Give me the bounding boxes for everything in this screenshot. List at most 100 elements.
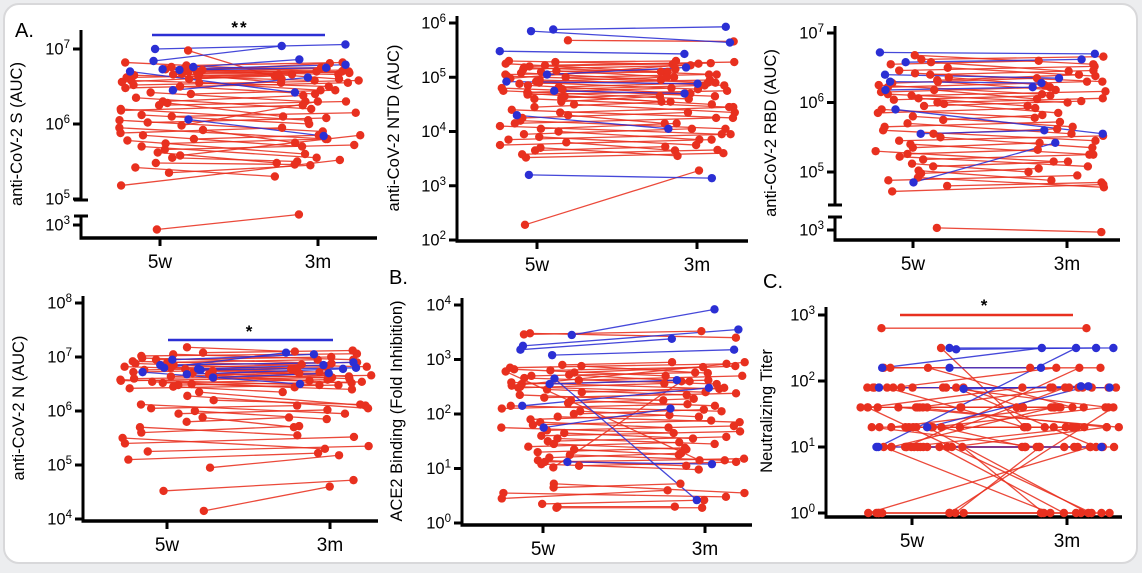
data-point-red bbox=[349, 432, 359, 442]
pair-line-blue bbox=[520, 338, 672, 351]
pair-line-red bbox=[162, 94, 304, 103]
x-category-label: 5w bbox=[900, 531, 925, 552]
data-point-blue bbox=[539, 423, 548, 432]
data-point-red bbox=[1080, 423, 1089, 432]
data-point-red bbox=[1052, 363, 1061, 372]
data-point-red bbox=[290, 138, 300, 147]
pair-line-blue bbox=[188, 118, 324, 137]
data-point-red bbox=[552, 66, 561, 75]
data-point-red bbox=[935, 442, 944, 452]
data-point-red bbox=[871, 146, 880, 156]
data-point-blue bbox=[526, 26, 536, 36]
data-point-red bbox=[183, 46, 193, 55]
pair-line-red bbox=[505, 370, 700, 461]
data-point-blue bbox=[1105, 383, 1114, 392]
data-point-red bbox=[903, 119, 912, 128]
data-point-red bbox=[152, 225, 162, 234]
data-point-red bbox=[667, 83, 676, 93]
data-point-red bbox=[667, 358, 677, 367]
data-point-red bbox=[1076, 508, 1086, 518]
data-point-red bbox=[878, 126, 888, 135]
data-point-red bbox=[671, 64, 680, 74]
data-point-red bbox=[520, 220, 530, 230]
data-point-blue bbox=[885, 77, 895, 86]
data-point-blue bbox=[1076, 382, 1086, 391]
data-point-red bbox=[121, 58, 130, 67]
data-point-red bbox=[577, 361, 586, 371]
panel-ntd: 106 105 104 103 102 5w 3m anti-CoV-2 NTD (AUC) bbox=[385, 13, 748, 276]
x-category-label: 3m bbox=[1054, 531, 1080, 552]
data-point-red bbox=[731, 389, 741, 398]
data-point-red bbox=[902, 442, 911, 452]
x-category-label: 5w bbox=[901, 254, 926, 275]
data-point-red bbox=[1082, 77, 1092, 86]
pair-line-red bbox=[140, 403, 345, 415]
y-axis-title: ACE2 Binding (Fold Inhibition) bbox=[388, 300, 406, 521]
data-point-red bbox=[307, 104, 316, 114]
pair-line-blue bbox=[554, 90, 685, 95]
data-point-red bbox=[730, 57, 739, 67]
data-point-red bbox=[1012, 403, 1021, 412]
data-point-red bbox=[919, 101, 929, 111]
data-point-red bbox=[349, 475, 358, 485]
data-point-red bbox=[923, 363, 933, 372]
data-point-red bbox=[729, 421, 739, 431]
data-point-red bbox=[272, 158, 281, 168]
data-point-blue bbox=[184, 115, 193, 124]
data-point-red bbox=[294, 210, 304, 219]
data-point-red bbox=[515, 79, 524, 88]
data-point-red bbox=[507, 381, 516, 390]
data-point-red bbox=[167, 112, 176, 121]
data-point-red bbox=[564, 370, 574, 379]
pair-line-red bbox=[203, 485, 330, 512]
pair-line-red bbox=[883, 446, 1051, 514]
data-point-red bbox=[168, 70, 178, 79]
data-point-red bbox=[1060, 383, 1070, 392]
data-point-blue bbox=[1098, 129, 1107, 138]
data-point-red bbox=[315, 367, 324, 377]
data-point-red bbox=[524, 442, 533, 451]
data-point-red bbox=[184, 74, 194, 84]
data-point-red bbox=[194, 387, 204, 397]
data-point-red bbox=[710, 439, 719, 449]
data-point-red bbox=[537, 459, 546, 469]
data-point-blue bbox=[681, 63, 691, 72]
pair-line-red bbox=[921, 55, 1104, 61]
pair-line-red bbox=[535, 146, 666, 152]
data-point-red bbox=[143, 118, 152, 127]
data-point-red bbox=[313, 448, 323, 458]
data-point-red bbox=[1099, 180, 1108, 189]
data-point-red bbox=[894, 136, 904, 145]
data-point-blue bbox=[916, 129, 925, 138]
pair-line-red bbox=[574, 365, 736, 374]
pair-line-blue bbox=[499, 50, 685, 55]
data-point-red bbox=[292, 401, 302, 410]
data-point-red bbox=[1032, 94, 1042, 104]
data-point-red bbox=[315, 380, 324, 390]
data-point-red bbox=[710, 401, 720, 411]
data-point-red bbox=[1068, 403, 1077, 412]
data-point-red bbox=[138, 131, 148, 140]
pair-line-red bbox=[911, 90, 1106, 97]
data-point-red bbox=[125, 384, 134, 393]
data-point-red bbox=[929, 129, 938, 138]
data-point-red bbox=[698, 362, 708, 372]
data-point-red bbox=[521, 153, 531, 162]
data-point-red bbox=[116, 376, 126, 385]
data-point-red bbox=[278, 112, 288, 121]
pair-line-red bbox=[574, 103, 735, 114]
pair-line-blue bbox=[554, 378, 698, 501]
data-point-red bbox=[1089, 66, 1098, 75]
data-point-blue bbox=[704, 383, 714, 393]
data-point-red bbox=[1114, 423, 1124, 432]
pair-line-red bbox=[523, 330, 702, 336]
pair-line-red bbox=[949, 406, 1114, 514]
data-point-red bbox=[300, 149, 310, 159]
pair-line-red bbox=[529, 62, 711, 68]
data-point-red bbox=[659, 396, 668, 405]
data-point-red bbox=[540, 61, 550, 70]
data-point-blue bbox=[680, 49, 689, 59]
pair-line-red bbox=[164, 144, 355, 151]
data-point-red bbox=[926, 57, 936, 67]
x-category-label: 3m bbox=[1054, 254, 1080, 275]
